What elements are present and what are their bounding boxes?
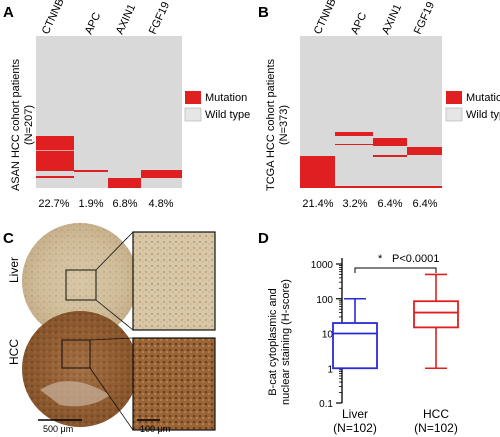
panel-a-label: A (3, 4, 14, 21)
zoom-connector (95, 231, 134, 271)
panel-b-gene-label: CTNNB1 (312, 0, 341, 36)
scale-bar-left-label: 500 μm (43, 424, 73, 434)
y-tick-label: 1000 (311, 260, 334, 271)
panel-a: A ASAN HCC cohort patients (N=207) CTNNB… (3, 0, 250, 210)
box-iqr (332, 322, 378, 370)
category-sublabel-hcc: (N=102) (414, 421, 458, 435)
box-liver (332, 297, 378, 370)
panel-a-gene-label: AXIN1 (114, 2, 138, 36)
panel-b-heatmap (300, 36, 442, 188)
panel-a-ylabel-line2: (N=207) (23, 105, 35, 145)
zoom-connector (89, 367, 134, 431)
panel-b: B TCGA HCC cohort patients (N=373) CTNNB… (258, 0, 500, 210)
panel-a-percent: 6.8% (112, 198, 137, 210)
significance-bracket (354, 267, 437, 273)
hcc-tissue-texture (22, 311, 138, 427)
y-tick-label: 0.1 (319, 399, 333, 410)
box-hcc (413, 273, 459, 370)
legend-mutation-swatch (446, 91, 462, 104)
panel-a-legend: Mutation Wild type (184, 91, 250, 122)
panel-a-gene-label: CTNNB1 (40, 0, 69, 36)
panel-a-ylabel: ASAN HCC cohort patients (N=207) (10, 58, 35, 191)
category-label-hcc: HCC (423, 407, 449, 421)
mutation-line (335, 144, 373, 145)
mutation-block (373, 138, 407, 146)
panel-b-gene-label: AXIN1 (380, 2, 404, 36)
legend-mutation-label: Mutation (205, 92, 247, 104)
legend-mutation-label: Mutation (466, 92, 500, 104)
legend-mutation-swatch (185, 91, 201, 104)
legend-wildtype-swatch (445, 107, 463, 122)
zoom-connector (95, 299, 134, 331)
legend-wildtype-label: Wild type (466, 109, 500, 121)
liver-magnified-view (132, 231, 216, 331)
zoom-connector (89, 337, 134, 341)
mutation-line (36, 150, 74, 151)
y-axis-label-line2: nuclear staining (H-score) (280, 279, 292, 405)
row-label-liver: Liver (7, 257, 21, 283)
y-axis-label-line1: B-cat cytoplasmic and (267, 288, 279, 396)
liver-tissue-texture (22, 223, 138, 339)
panel-b-gene-label: APC (349, 11, 369, 37)
scale-bar-right-label: 100 μm (140, 424, 170, 434)
hcc-magnified-view (132, 337, 216, 431)
legend-wildtype-swatch (184, 107, 202, 122)
panel-b-percent: 6.4% (377, 198, 402, 210)
panel-b-ylabel-line1: TCGA HCC cohort patients (265, 58, 277, 191)
panel-b-ylabel-line2: (N=373) (278, 105, 290, 145)
panel-a-percent: 22.7% (38, 198, 69, 210)
panel-d-chart: D B-cat cytoplasmic and nuclear staining… (258, 230, 459, 435)
panel-d-label: D (258, 230, 269, 247)
mutation-block (108, 178, 141, 188)
mutation-line (300, 186, 442, 188)
panel-b-gene-label: FGF19 (412, 0, 437, 36)
legend-wildtype-label: Wild type (205, 109, 250, 121)
significance-star: * (378, 253, 383, 265)
hcc-stroma-region (40, 381, 110, 407)
panel-b-legend: Mutation Wild type (445, 91, 500, 122)
row-label-hcc: HCC (7, 339, 21, 365)
panel-b-ylabel: TCGA HCC cohort patients (N=373) (265, 58, 290, 191)
panel-a-gene-label: APC (83, 11, 103, 37)
mutation-block (36, 136, 74, 171)
panel-b-label: B (258, 4, 269, 21)
box-plots (332, 273, 459, 370)
mutation-line (373, 155, 407, 157)
panel-c: C Liver HCC 500 μm 100 μm (3, 223, 216, 434)
y-tick-label: 10 (322, 330, 334, 341)
box-iqr (413, 300, 459, 329)
hcc-zoom-region (61, 339, 91, 369)
panel-b-percent: 3.2% (342, 198, 367, 210)
category-label-liver: Liver (342, 407, 368, 421)
y-tick-label: 100 (316, 295, 333, 306)
panel-c-label: C (3, 230, 14, 247)
panel-b-percent: 21.4% (302, 198, 333, 210)
category-sublabel-liver: (N=102) (333, 421, 377, 435)
panel-a-percent: 4.8% (148, 198, 173, 210)
mutation-block (407, 147, 442, 155)
panel-a-heatmap (36, 36, 182, 188)
mutation-block (141, 170, 182, 178)
panel-b-percent: 6.4% (412, 198, 437, 210)
panel-a-ylabel-line1: ASAN HCC cohort patients (10, 58, 22, 191)
panel-a-gene-label: FGF19 (147, 0, 172, 36)
panel-a-percent: 1.9% (78, 198, 103, 210)
mutation-line (36, 176, 74, 178)
p-value-label: P<0.0001 (392, 253, 439, 265)
mutation-block (300, 156, 335, 188)
mutation-block (335, 132, 373, 136)
mutation-block (74, 170, 108, 172)
y-tick-label: 1 (327, 364, 333, 375)
liver-zoom-region (65, 269, 97, 301)
